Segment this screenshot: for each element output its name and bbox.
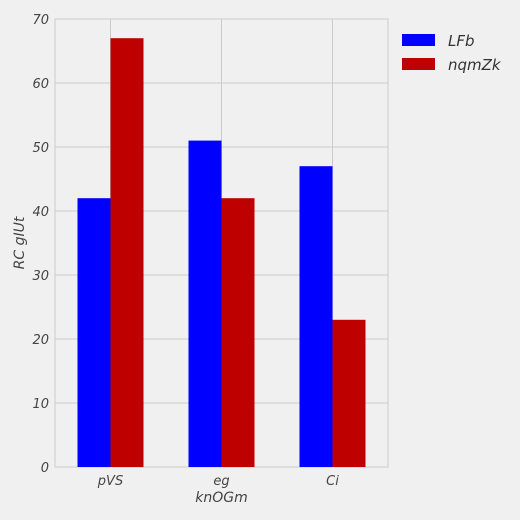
y-axis-label: RC gIUt (12, 216, 28, 269)
x-tick-labels: pVS eg Ci (97, 474, 339, 489)
legend-swatch (402, 34, 435, 46)
bar-nqmZk-Ci (332, 319, 366, 467)
legend-label: LFb (448, 32, 475, 50)
bars-group (77, 38, 366, 467)
y-tick-label: 30 (32, 269, 49, 284)
x-axis-label: knOGm (195, 490, 248, 506)
y-tick-label: 60 (32, 77, 49, 92)
y-tick-label: 10 (32, 397, 49, 412)
legend-swatch (402, 58, 435, 70)
legend: LFb nqmZk (402, 32, 502, 74)
y-tick-label: 40 (32, 205, 49, 220)
x-tick-label: Ci (326, 474, 339, 489)
y-tick-label: 20 (32, 333, 49, 348)
x-tick-label: eg (213, 474, 229, 489)
y-tick-labels: 0 10 20 30 40 50 60 70 (32, 13, 49, 476)
y-tick-label: 50 (32, 141, 49, 156)
bar-LFb-Ci (299, 166, 333, 467)
legend-label: nqmZk (448, 56, 502, 74)
bar-nqmZk-pVS (110, 38, 144, 467)
x-tick-label: pVS (97, 474, 123, 489)
y-tick-label: 0 (41, 461, 49, 476)
bar-LFb-pVS (77, 198, 111, 467)
y-tick-label: 70 (32, 13, 49, 28)
bar-nqmZk-eg (221, 198, 255, 467)
bar-LFb-eg (188, 140, 222, 467)
